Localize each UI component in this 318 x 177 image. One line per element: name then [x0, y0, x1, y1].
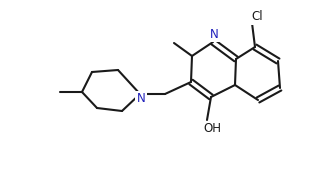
- Text: N: N: [137, 93, 145, 105]
- Text: Cl: Cl: [251, 10, 263, 24]
- Text: OH: OH: [203, 122, 221, 136]
- Text: N: N: [210, 27, 218, 41]
